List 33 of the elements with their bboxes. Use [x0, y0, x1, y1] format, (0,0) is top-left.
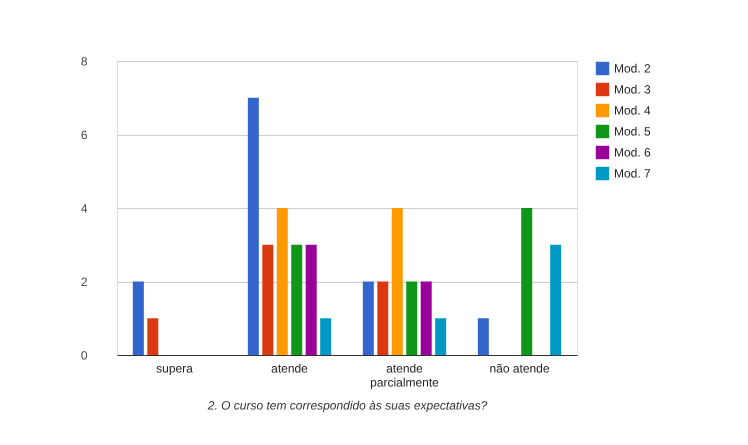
legend-label: Mod. 5 — [614, 124, 652, 138]
bar — [478, 318, 489, 355]
bar — [420, 282, 432, 355]
bar — [147, 318, 158, 355]
y-tick-label: 4 — [80, 202, 88, 216]
x-tick-label: atende parcialmente — [370, 362, 440, 390]
bar — [362, 282, 374, 355]
y-tick-label: 0 — [80, 348, 88, 362]
bar — [291, 244, 302, 355]
bar — [521, 208, 532, 355]
legend-label: Mod. 2 — [614, 62, 652, 76]
legend-label: Mod. 3 — [614, 82, 652, 96]
bar — [406, 282, 418, 355]
bar — [306, 244, 317, 355]
legend-label: Mod. 6 — [614, 146, 652, 160]
x-tick-label: atende — [271, 362, 308, 376]
x-tick-label: supera — [156, 362, 194, 376]
bar — [435, 318, 446, 355]
y-tick-label: 8 — [80, 54, 88, 68]
bar — [248, 98, 259, 355]
x-tick-label: não atende — [489, 362, 550, 376]
bar — [276, 208, 288, 355]
bar — [320, 318, 332, 355]
legend-label: Mod. 4 — [614, 104, 652, 118]
legend-label: Mod. 7 — [614, 166, 652, 180]
bar — [377, 282, 388, 355]
x-axis-title: 2. O curso tem correspondido às suas expectativas? — [206, 398, 488, 412]
bar — [262, 244, 274, 355]
bar — [392, 208, 403, 355]
y-tick-label: 2 — [80, 275, 88, 289]
y-tick-label: 6 — [80, 128, 88, 142]
bar — [132, 282, 144, 355]
bar — [550, 244, 562, 355]
